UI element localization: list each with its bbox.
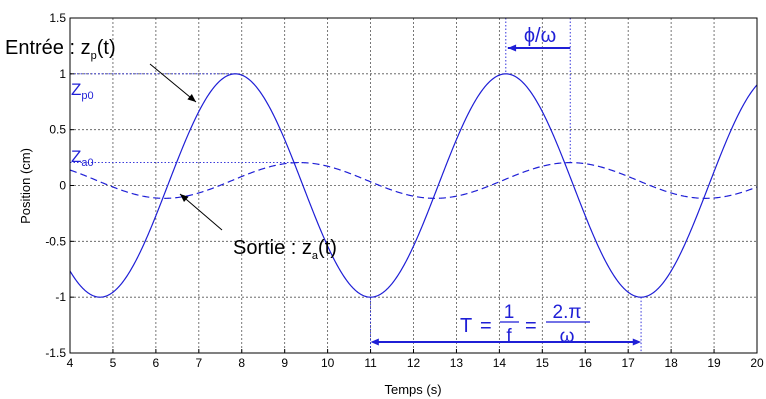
y-axis-label: Position (cm) (18, 148, 33, 224)
phase-arrow-head (507, 44, 517, 52)
entree-label: Entrée : zp(t) (5, 37, 116, 62)
phase-label: ϕ/ω (524, 25, 556, 47)
y-tick-label: -0.5 (45, 234, 66, 248)
period-eq1: = (480, 315, 492, 337)
x-tick-label: 11 (364, 356, 377, 370)
y-tick-label: 1.5 (49, 11, 66, 25)
guide-lines (70, 18, 642, 353)
sortie-label: Sortie : za(t) (233, 237, 337, 262)
x-tick-label: 5 (110, 356, 117, 370)
period-arrow-left-head (370, 338, 379, 346)
y-tick-label: 1 (59, 67, 66, 81)
grid (69, 17, 758, 354)
period-den2: ω (560, 326, 575, 347)
period-num2: 2.π (553, 302, 582, 323)
period-formula: T = 1 f = 2.π ω (460, 302, 590, 347)
y-tick-label: -1.5 (45, 346, 66, 360)
period-arrow-right-head (632, 338, 642, 346)
x-tick-label: 13 (450, 356, 464, 370)
x-tick-label: 12 (407, 356, 421, 370)
x-tick-label: 4 (67, 356, 74, 370)
x-tick-label: 8 (238, 356, 245, 370)
sortie-arrow-head (180, 194, 189, 203)
period-T: T (460, 315, 472, 337)
entree-arrow-head (187, 94, 196, 102)
x-tick-label: 10 (321, 356, 335, 370)
x-tick-label: 16 (579, 356, 593, 370)
period-num1: 1 (504, 302, 515, 323)
x-tick-label: 19 (707, 356, 721, 370)
y-tick-label: 0.5 (49, 123, 66, 137)
period-den1: f (506, 326, 512, 347)
y-tick-label: 0 (59, 179, 66, 193)
axis-ticks: 4 5 6 7 8 9 10 11 12 13 14 15 16 17 18 19 20 1.5 1 0.5 0 -0.5… (45, 11, 764, 370)
x-tick-label: 15 (536, 356, 550, 370)
input-curve-zp (69, 73, 758, 298)
x-tick-label: 20 (750, 356, 764, 370)
sortie-arrow (179, 193, 223, 231)
y-tick-label: -1 (55, 290, 66, 304)
output-curve-za (69, 162, 758, 199)
za0-label: Za0 (71, 147, 94, 169)
x-tick-label: 7 (195, 356, 202, 370)
entree-arrow (149, 63, 197, 103)
arrows (149, 44, 642, 346)
x-tick-label: 14 (493, 356, 507, 370)
curves (69, 73, 758, 298)
x-tick-label: 17 (622, 356, 636, 370)
x-tick-label: 18 (664, 356, 678, 370)
x-axis-label: Temps (s) (384, 382, 441, 397)
x-tick-label: 6 (153, 356, 160, 370)
x-tick-label: 9 (281, 356, 288, 370)
zp0-label: Zp0 (71, 80, 94, 102)
period-eq2: = (525, 315, 537, 337)
